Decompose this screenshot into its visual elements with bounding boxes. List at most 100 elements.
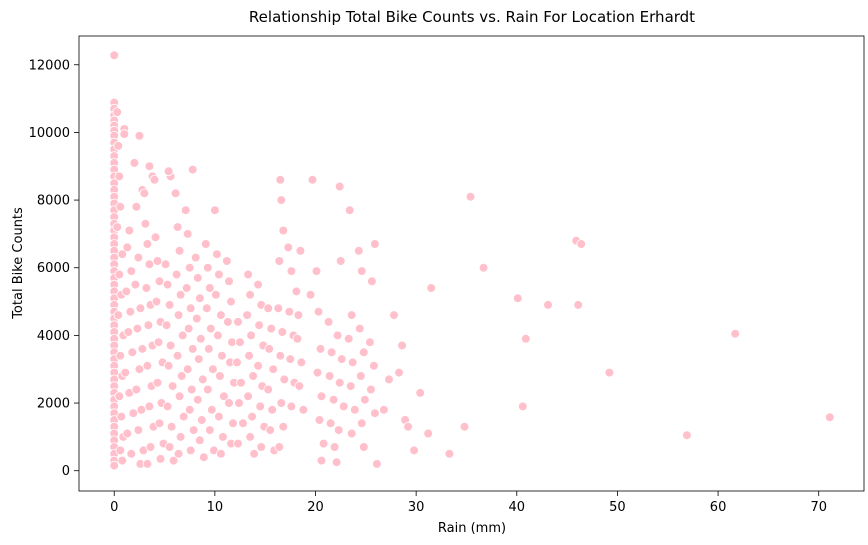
data-point [576,239,586,249]
data-point [141,283,152,293]
data-point [286,266,297,276]
data-point [144,401,155,412]
data-point [291,286,302,297]
data-point [356,266,367,276]
data-point [267,404,278,415]
data-point [151,296,162,307]
data-point [215,371,225,381]
data-point [161,320,172,331]
data-point [186,384,197,395]
data-point [176,371,187,381]
data-point [203,384,213,395]
data-point [233,317,243,327]
data-point [132,323,143,334]
data-point [114,391,125,402]
data-point [233,438,243,449]
data-point [152,377,163,388]
data-point [216,448,226,459]
data-point [152,256,163,266]
data-point [187,164,198,175]
data-point [245,289,255,300]
data-point [129,158,140,168]
data-point [292,333,303,344]
data-point [134,131,145,141]
data-point [212,249,222,260]
data-point [123,327,134,337]
data-point [140,219,151,229]
data-point [268,364,279,375]
data-point [278,421,289,432]
data-point [278,225,289,236]
data-point [180,205,191,216]
y-tick-label: 12000 [29,58,70,73]
data-point [426,283,437,293]
data-point [465,191,476,202]
data-point [154,276,165,287]
data-point [204,344,214,354]
x-axis: 0 10 20 30 40 50 60 70 [110,491,827,515]
data-point [137,344,148,354]
data-point [185,445,196,456]
data-point [255,401,266,412]
data-point [131,202,142,212]
data-point [115,202,126,212]
data-point [190,252,201,263]
data-point [192,313,202,324]
y-tick-label: 2000 [37,397,70,412]
data-point [253,360,263,371]
data-point [193,394,203,405]
data-point [248,371,258,381]
data-point [226,296,236,307]
data-point [263,384,274,395]
data-point [172,222,183,232]
data-point [188,425,199,435]
data-point [543,300,553,310]
data-point [143,320,154,331]
data-point [265,425,276,435]
data-point [367,276,377,287]
data-point [316,391,327,402]
data-point [116,411,127,422]
data-point [415,388,426,398]
data-point [276,398,287,408]
data-point [216,310,226,320]
data-point [206,323,216,334]
data-point [145,442,156,452]
data-point [824,412,835,423]
data-point [130,279,141,290]
data-point [126,266,137,276]
data-point [295,246,306,256]
data-point [274,442,285,452]
data-point [384,374,394,385]
data-point [213,330,223,341]
data-point [394,367,404,378]
data-point [520,333,531,344]
data-point [224,398,234,408]
data-point [174,391,185,402]
data-point [173,310,184,320]
data-point [346,310,357,320]
data-point [478,262,489,273]
data-point [131,384,142,395]
data-point [243,391,253,402]
data-point [359,394,370,405]
y-tick-label: 8000 [37,194,70,209]
data-point [284,306,295,317]
data-point [127,347,138,358]
data-point [349,404,360,415]
data-point [202,303,212,314]
data-point [331,457,342,468]
data-point [275,175,286,185]
data-point [119,129,130,139]
data-point [358,442,369,452]
data-point [366,384,376,395]
data-point [153,337,164,348]
data-point [326,347,337,358]
data-point [358,347,369,358]
data-point [185,303,196,314]
data-point [184,262,195,273]
data-point [573,300,583,310]
data-point [166,421,177,432]
data-point [372,459,382,469]
